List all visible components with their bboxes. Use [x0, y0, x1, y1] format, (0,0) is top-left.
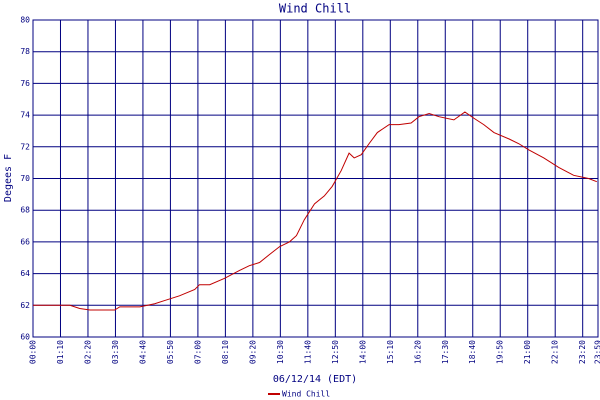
x-tick-label: 14:00 — [358, 340, 367, 364]
x-tick-label: 12:50 — [331, 340, 340, 364]
x-tick-label: 18:40 — [468, 340, 477, 364]
x-tick-label: 19:50 — [496, 340, 505, 364]
x-tick-label: 22:10 — [551, 340, 560, 364]
x-tick-label: 08:10 — [221, 340, 230, 364]
data-line — [33, 111, 598, 311]
x-tick-label: 07:00 — [193, 340, 202, 364]
y-tick-label: 78 — [20, 47, 30, 56]
x-tick-label: 05:50 — [166, 340, 175, 364]
y-axis-title: Degees F — [3, 154, 14, 202]
x-tick-label: 02:20 — [83, 340, 92, 364]
x-tick-label: 23:20 — [578, 340, 587, 364]
x-tick-label: 16:20 — [413, 340, 422, 364]
y-tick-label: 60 — [20, 333, 30, 342]
y-tick-label: 80 — [20, 16, 30, 25]
x-tick-label: 10:30 — [276, 340, 285, 364]
x-axis-title: 06/12/14 (EDT) — [273, 374, 357, 385]
chart-title: Wind Chill — [279, 2, 351, 16]
x-tick-label: 23:59 — [594, 340, 600, 364]
legend-label: Wind Chill — [282, 390, 330, 399]
y-tick-label: 66 — [20, 237, 30, 246]
y-tick-label: 62 — [20, 301, 30, 310]
x-tick-label: 15:10 — [386, 340, 395, 364]
x-tick-label: 03:30 — [111, 340, 120, 364]
y-tick-label: 76 — [20, 79, 30, 88]
x-tick-label: 11:40 — [303, 340, 312, 364]
x-tick-label: 04:40 — [138, 340, 147, 364]
y-tick-label: 72 — [20, 142, 30, 151]
x-tick-label: 21:00 — [523, 340, 532, 364]
x-tick-label: 17:30 — [441, 340, 450, 364]
y-tick-label: 74 — [20, 111, 30, 120]
x-tick-label: 00:00 — [29, 340, 38, 364]
x-tick-label: 09:20 — [248, 340, 257, 364]
y-tick-label: 70 — [20, 174, 30, 183]
y-tick-label: 68 — [20, 206, 30, 215]
y-tick-label: 64 — [20, 269, 30, 278]
x-tick-label: 01:10 — [56, 340, 65, 364]
